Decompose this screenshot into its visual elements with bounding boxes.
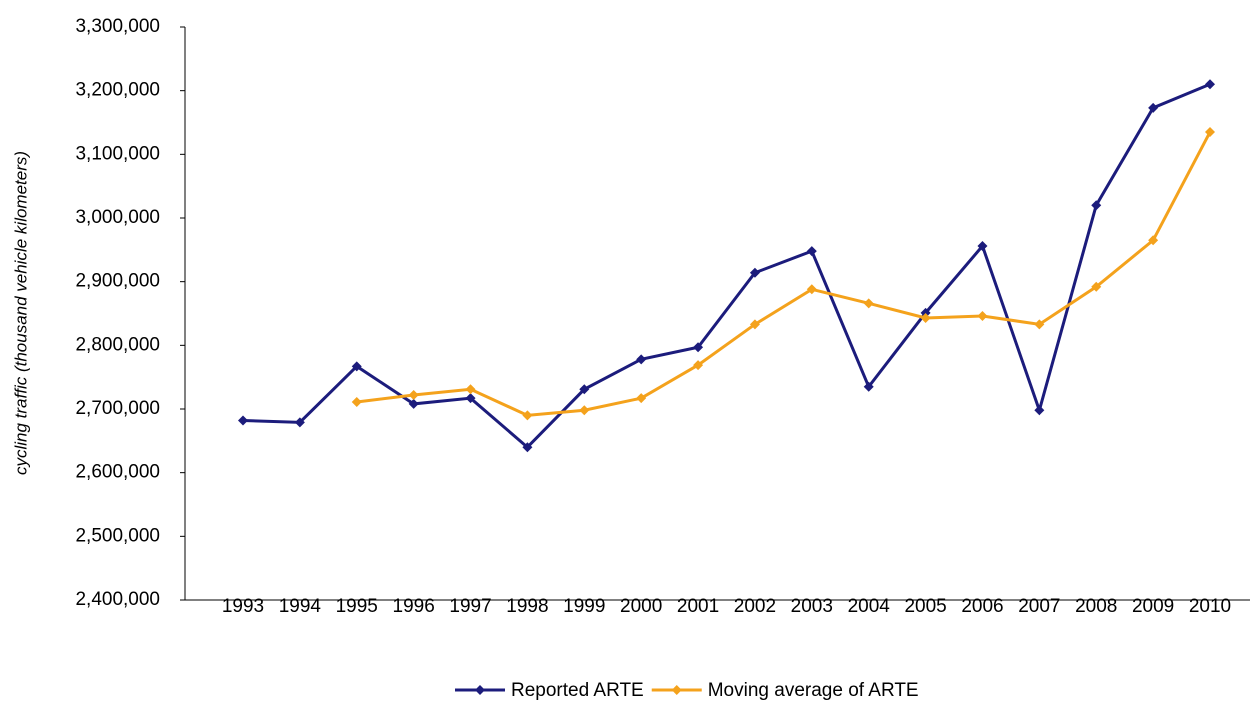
point-marker xyxy=(465,384,476,395)
y-tick-label: 3,100,000 xyxy=(75,143,160,164)
point-marker xyxy=(1148,102,1159,113)
x-tick-label: 2001 xyxy=(677,596,719,617)
x-tick-label: 2006 xyxy=(961,596,1003,617)
point-marker xyxy=(1034,405,1045,416)
point-marker xyxy=(408,398,419,409)
x-tick-label: 1993 xyxy=(222,596,264,617)
x-tick-label: 2002 xyxy=(734,596,776,617)
point-marker xyxy=(1091,200,1102,211)
point-marker xyxy=(749,319,760,330)
point-marker xyxy=(408,389,419,400)
point-marker xyxy=(977,311,988,322)
x-tick-label: 1999 xyxy=(563,596,605,617)
series-line xyxy=(356,131,1212,417)
legend-label: Moving average of ARTE xyxy=(708,680,919,701)
y-tick-label: 2,500,000 xyxy=(75,525,160,546)
x-tick-label: 1998 xyxy=(506,596,548,617)
point-marker xyxy=(1205,79,1215,90)
point-marker xyxy=(806,246,817,257)
point-marker xyxy=(579,384,590,395)
x-tick-label: 1996 xyxy=(393,596,435,617)
y-tick-label: 2,800,000 xyxy=(75,334,160,355)
y-tick-label: 2,400,000 xyxy=(75,589,160,610)
legend-marker xyxy=(475,685,485,695)
point-marker xyxy=(465,393,476,404)
y-tick-label: 2,700,000 xyxy=(75,398,160,419)
x-tick-label: 2008 xyxy=(1075,596,1117,617)
point-marker xyxy=(351,396,362,407)
y-tick-label: 2,600,000 xyxy=(75,462,160,483)
point-marker xyxy=(351,361,362,372)
point-marker xyxy=(920,307,931,318)
x-tick-label: 2009 xyxy=(1132,596,1174,617)
x-tick-label: 2010 xyxy=(1189,596,1231,617)
x-tick-label: 2000 xyxy=(620,596,662,617)
x-tick-label: 1997 xyxy=(449,596,491,617)
x-tick-label: 2004 xyxy=(848,596,891,617)
legend-marker xyxy=(671,685,682,695)
point-marker xyxy=(636,354,647,365)
point-marker xyxy=(522,442,533,453)
x-tick-label: 1995 xyxy=(336,596,378,617)
point-marker xyxy=(522,410,533,421)
point-marker xyxy=(636,393,647,404)
x-tick-label: 2003 xyxy=(791,596,833,617)
point-marker xyxy=(977,241,988,252)
point-marker xyxy=(238,415,248,426)
legend-label: Reported ARTE xyxy=(511,680,644,701)
y-tick-label: 3,200,000 xyxy=(75,80,160,101)
x-tick-label: 2007 xyxy=(1018,596,1060,617)
x-tick-label: 1994 xyxy=(279,596,322,617)
point-marker xyxy=(806,284,817,295)
point-marker xyxy=(920,312,931,323)
point-marker xyxy=(294,417,305,428)
y-tick-label: 3,000,000 xyxy=(75,207,160,228)
point-marker xyxy=(693,360,704,371)
point-marker xyxy=(749,267,760,278)
series-line xyxy=(242,82,1211,450)
point-marker xyxy=(693,342,704,353)
point-marker xyxy=(579,405,590,416)
y-tick-label: 2,900,000 xyxy=(75,271,160,292)
y-axis-label: cycling traffic (thousand vehicle kilome… xyxy=(11,151,30,475)
point-marker xyxy=(863,381,874,392)
point-marker xyxy=(863,298,874,309)
point-marker xyxy=(1148,235,1159,246)
point-marker xyxy=(1205,127,1215,138)
point-marker xyxy=(1091,281,1102,292)
y-tick-label: 3,300,000 xyxy=(75,16,160,37)
x-tick-label: 2005 xyxy=(904,596,946,617)
point-marker xyxy=(1034,319,1045,330)
